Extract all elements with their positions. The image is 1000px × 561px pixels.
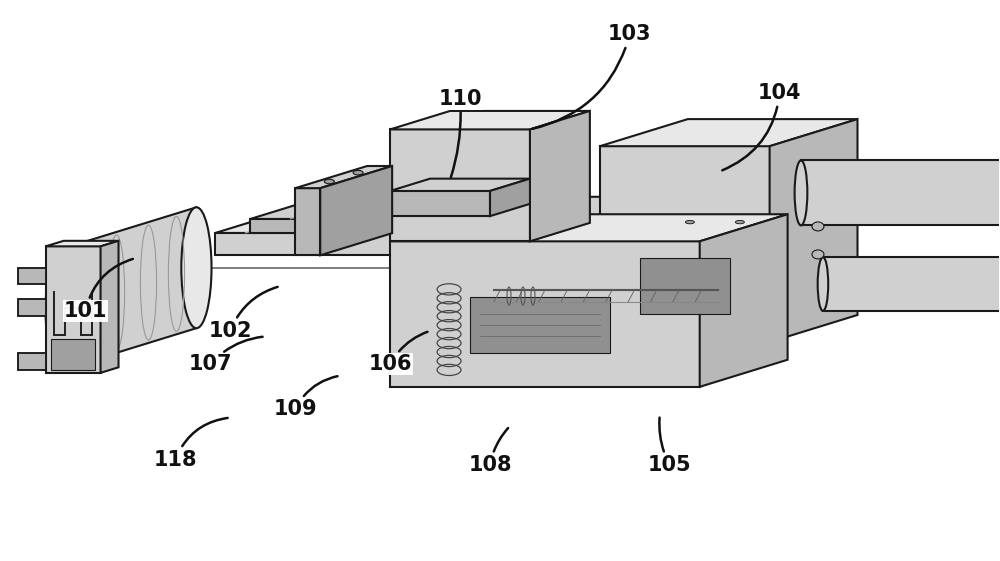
Polygon shape — [250, 219, 650, 233]
Polygon shape — [295, 188, 320, 255]
Ellipse shape — [296, 220, 305, 224]
Polygon shape — [823, 257, 1000, 311]
Text: 102: 102 — [209, 287, 278, 341]
Polygon shape — [18, 268, 46, 284]
Polygon shape — [390, 178, 530, 191]
Polygon shape — [46, 241, 119, 246]
Text: 105: 105 — [648, 417, 692, 475]
Polygon shape — [770, 119, 858, 342]
Ellipse shape — [346, 220, 355, 224]
Polygon shape — [390, 111, 590, 130]
Polygon shape — [390, 214, 788, 241]
Ellipse shape — [46, 249, 76, 370]
Text: 109: 109 — [273, 376, 337, 419]
Polygon shape — [250, 197, 722, 219]
Polygon shape — [18, 353, 46, 370]
Polygon shape — [61, 208, 196, 370]
Ellipse shape — [735, 220, 744, 224]
Polygon shape — [470, 297, 610, 353]
Ellipse shape — [818, 257, 828, 311]
Polygon shape — [390, 191, 490, 216]
Polygon shape — [51, 339, 95, 370]
Polygon shape — [650, 197, 722, 233]
Text: 118: 118 — [154, 418, 228, 470]
Ellipse shape — [685, 220, 694, 224]
Polygon shape — [215, 233, 755, 255]
Text: 101: 101 — [64, 259, 133, 321]
Text: 104: 104 — [722, 83, 801, 171]
Polygon shape — [600, 119, 858, 146]
Text: 106: 106 — [368, 332, 427, 374]
Ellipse shape — [181, 208, 212, 328]
Polygon shape — [215, 206, 843, 233]
Polygon shape — [640, 258, 730, 314]
Polygon shape — [600, 146, 770, 342]
Polygon shape — [801, 160, 1000, 226]
Polygon shape — [530, 111, 590, 241]
Polygon shape — [320, 166, 392, 255]
Text: 107: 107 — [189, 337, 263, 374]
Polygon shape — [61, 208, 196, 370]
Polygon shape — [700, 214, 788, 387]
Polygon shape — [755, 206, 843, 255]
Text: 110: 110 — [438, 89, 482, 177]
Ellipse shape — [812, 222, 824, 231]
Text: 103: 103 — [533, 24, 652, 129]
Polygon shape — [490, 178, 530, 216]
Polygon shape — [46, 246, 101, 373]
Polygon shape — [18, 299, 46, 316]
Polygon shape — [390, 130, 530, 241]
Polygon shape — [390, 241, 700, 387]
Ellipse shape — [812, 250, 824, 259]
Ellipse shape — [795, 160, 807, 226]
Polygon shape — [101, 241, 119, 373]
Polygon shape — [295, 166, 392, 188]
Text: 108: 108 — [468, 428, 512, 475]
Ellipse shape — [324, 180, 334, 184]
Ellipse shape — [353, 171, 363, 175]
